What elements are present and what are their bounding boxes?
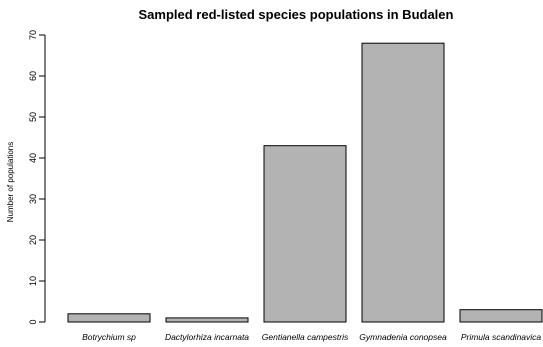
y-tick-label: 30 [28, 194, 38, 204]
y-axis: 0 10 20 30 40 50 60 70 [28, 30, 45, 325]
y-tick-label: 50 [28, 112, 38, 122]
bar [362, 43, 444, 322]
bar [68, 314, 150, 322]
y-tick-label: 10 [28, 276, 38, 286]
bars [68, 43, 542, 322]
bar [460, 310, 542, 322]
y-axis-label: Number of populations [6, 142, 15, 223]
y-tick-label: 20 [28, 235, 38, 245]
x-category-label: Primula scandinavica [461, 332, 542, 342]
x-category-label: Botrychium sp [82, 332, 136, 342]
x-category-label: Gymnadenia conopsea [359, 332, 447, 342]
x-category-label: Dactylorhiza incarnata [165, 332, 249, 342]
y-tick-label: 40 [28, 153, 38, 163]
x-category-label: Gentianella campestris [262, 332, 349, 342]
y-tick-label: 0 [28, 319, 38, 324]
y-tick-label: 70 [28, 30, 38, 40]
x-axis-labels: Botrychium sp Dactylorhiza incarnata Genti… [82, 332, 541, 342]
bar [264, 146, 346, 322]
chart-title: Sampled red-listed species populations i… [139, 7, 454, 22]
y-tick-label: 60 [28, 71, 38, 81]
bar [166, 318, 248, 322]
